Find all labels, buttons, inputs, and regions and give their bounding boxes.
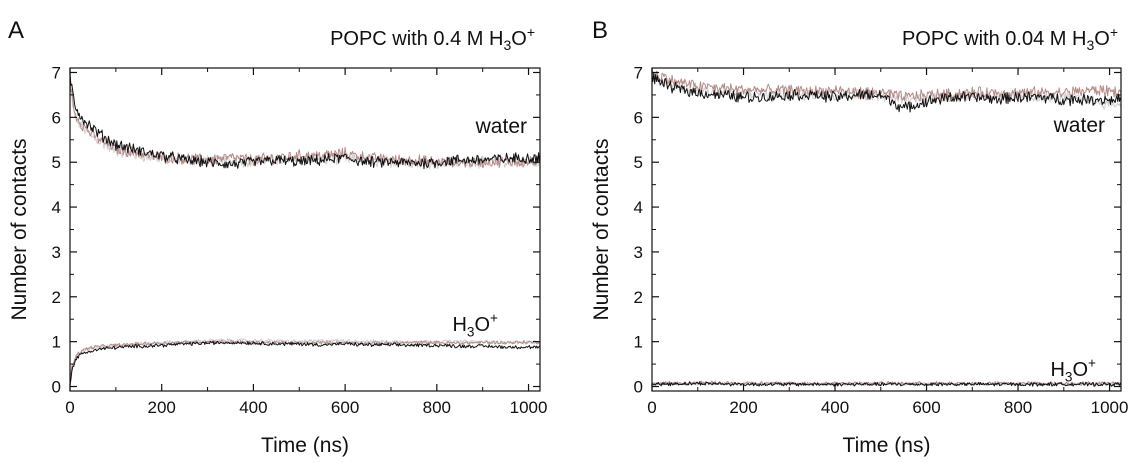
x-tick-label: 600 <box>912 398 940 417</box>
series-line-water <box>652 68 1121 102</box>
x-tick-label: 0 <box>647 398 656 417</box>
x-tick-label: 800 <box>423 398 451 417</box>
x-tick-label: 1000 <box>510 398 548 417</box>
chart-title: POPC with 0.04 M H3O+ <box>902 24 1118 53</box>
x-axis-label: Time (ns) <box>261 434 349 457</box>
y-tick-label: 6 <box>52 108 61 127</box>
chart-title: POPC with 0.4 M H3O+ <box>330 24 535 53</box>
y-tick-label: 4 <box>634 198 643 217</box>
y-tick-label: 2 <box>52 288 61 307</box>
series-line-water <box>70 84 540 170</box>
x-tick-label: 800 <box>1004 398 1032 417</box>
y-tick-label: 0 <box>52 378 61 397</box>
x-tick-label: 200 <box>729 398 757 417</box>
x-tick-label: 600 <box>331 398 359 417</box>
y-axis-label: Number of contacts <box>8 138 31 320</box>
h3o-annotation: H3O+ <box>452 311 498 340</box>
y-tick-label: 1 <box>52 333 61 352</box>
y-tick-label: 6 <box>634 108 643 127</box>
water-annotation: water <box>475 115 527 138</box>
y-tick-label: 2 <box>634 288 643 307</box>
x-axis-label: Time (ns) <box>843 434 931 457</box>
y-tick-label: 7 <box>634 63 643 82</box>
series-line-h3o <box>70 340 540 386</box>
y-tick-label: 7 <box>52 63 61 82</box>
x-tick-label: 0 <box>65 398 74 417</box>
plot-frame <box>651 67 1122 392</box>
x-tick-label: 200 <box>148 398 176 417</box>
panel-label: B <box>592 17 608 44</box>
y-tick-label: 4 <box>52 198 61 217</box>
plot-area <box>652 68 1121 387</box>
panel-label: A <box>8 17 24 44</box>
x-tick-label: 400 <box>239 398 267 417</box>
series-line-water <box>652 72 1121 113</box>
water-annotation: water <box>1053 114 1105 137</box>
chart-panel-a: A POPC with 0.4 M H3O+ 0 200 400 600 800 1000 0 1… <box>8 17 547 457</box>
y-tick-label: 5 <box>634 153 643 172</box>
y-tick-label: 1 <box>634 333 643 352</box>
y-axis-label: Number of contacts <box>590 138 613 320</box>
series-line-h3o <box>652 381 1121 387</box>
series-line-water <box>70 73 540 170</box>
y-tick-label: 3 <box>634 243 643 262</box>
x-tick-label: 1000 <box>1091 398 1129 417</box>
series-line-h3o <box>70 339 540 382</box>
chart-panel-b: B POPC with 0.04 M H3O+ 0 200 400 600 800 1000 0… <box>590 17 1128 457</box>
series-line-water <box>652 72 1121 110</box>
y-tick-label: 5 <box>52 153 61 172</box>
y-tick-label: 0 <box>634 378 643 397</box>
h3o-annotation: H3O+ <box>1050 356 1096 385</box>
y-tick-label: 3 <box>52 243 61 262</box>
x-tick-label: 400 <box>821 398 849 417</box>
plot-area <box>70 73 540 386</box>
